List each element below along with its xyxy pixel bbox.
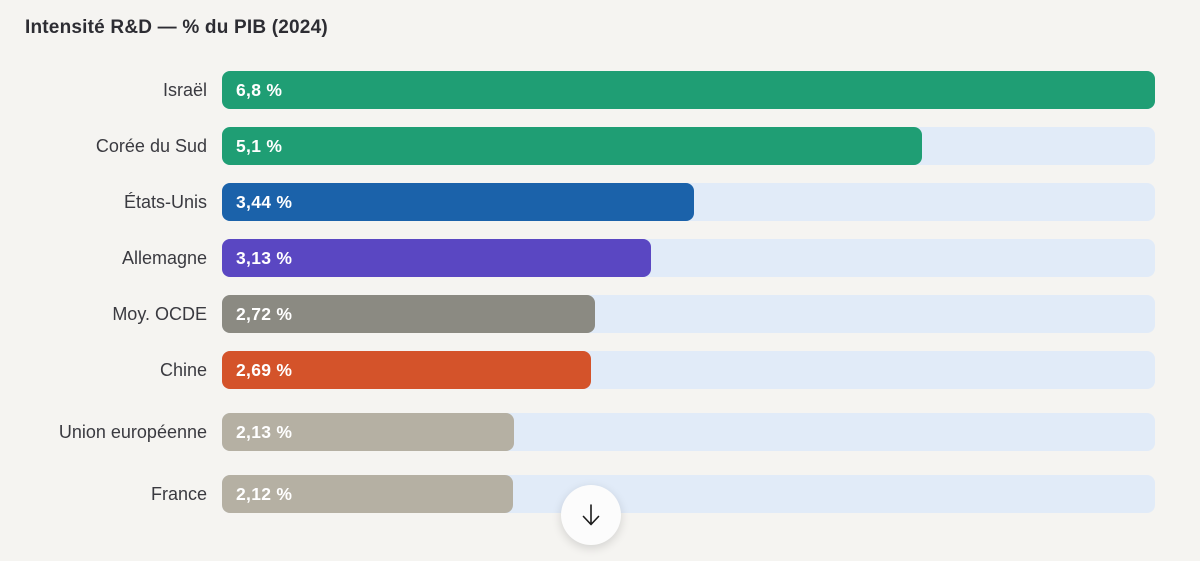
bar-track: 3,44 % bbox=[222, 183, 1155, 221]
value-label: 3,13 % bbox=[236, 247, 293, 268]
bar: 3,44 % bbox=[222, 183, 694, 221]
bar-track: 2,72 % bbox=[222, 295, 1155, 333]
bar-track: 2,13 % bbox=[222, 413, 1155, 451]
bar-track: 2,12 % bbox=[222, 475, 1155, 513]
category-label: Allemagne bbox=[121, 248, 207, 268]
chart-row: Israël 6,8 % bbox=[0, 71, 1200, 109]
bar-track: 3,13 % bbox=[222, 239, 1155, 277]
bar-track: 6,8 % bbox=[222, 71, 1155, 109]
bar-track: 2,69 % bbox=[222, 351, 1155, 389]
bar: 6,8 % bbox=[222, 71, 1155, 109]
category-label: États-Unis bbox=[123, 192, 207, 212]
arrow-down-icon bbox=[582, 504, 600, 526]
bar-chart: Israël 6,8 % Corée du Sud 5,1 % États-Unis 3,… bbox=[0, 71, 1200, 513]
value-label: 6,8 % bbox=[236, 79, 283, 100]
chart-row: Union européenne 2,13 % bbox=[0, 413, 1200, 451]
value-label: 5,1 % bbox=[236, 135, 283, 156]
value-label: 2,13 % bbox=[236, 421, 293, 442]
bar: 2,12 % bbox=[222, 475, 513, 513]
category-label: France bbox=[150, 484, 207, 504]
chart-row: Corée du Sud 5,1 % bbox=[0, 127, 1200, 165]
chart-row: France 2,12 % bbox=[0, 475, 1200, 513]
category-label: Union européenne bbox=[58, 422, 207, 442]
bar: 2,13 % bbox=[222, 413, 515, 451]
category-label: Moy. OCDE bbox=[112, 304, 207, 324]
bar: 2,69 % bbox=[222, 351, 592, 389]
value-label: 2,12 % bbox=[236, 483, 293, 504]
chart-row: États-Unis 3,44 % bbox=[0, 183, 1200, 221]
value-label: 2,69 % bbox=[236, 359, 293, 380]
value-label: 3,44 % bbox=[236, 191, 293, 212]
category-label: Corée du Sud bbox=[95, 136, 207, 156]
value-label: 2,72 % bbox=[236, 303, 293, 324]
category-label: Chine bbox=[159, 360, 207, 380]
bar: 5,1 % bbox=[222, 127, 922, 165]
scroll-down-button[interactable] bbox=[561, 485, 621, 545]
chart-row: Moy. OCDE 2,72 % bbox=[0, 295, 1200, 333]
bar-track: 5,1 % bbox=[222, 127, 1155, 165]
chart-row: Chine 2,69 % bbox=[0, 351, 1200, 389]
chart-title: Intensité R&D — % du PIB (2024) bbox=[25, 17, 328, 38]
category-label: Israël bbox=[162, 80, 207, 100]
bar: 2,72 % bbox=[222, 295, 596, 333]
bar: 3,13 % bbox=[222, 239, 652, 277]
chart-row: Allemagne 3,13 % bbox=[0, 239, 1200, 277]
